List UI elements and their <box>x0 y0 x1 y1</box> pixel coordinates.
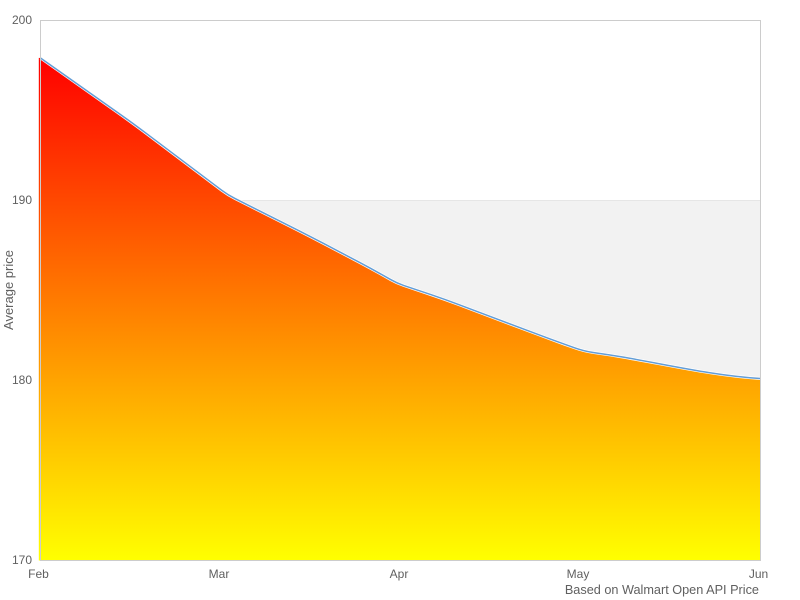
svg-text:May: May <box>567 567 590 581</box>
svg-text:180: 180 <box>12 373 32 387</box>
svg-text:Apr: Apr <box>390 567 409 581</box>
svg-text:190: 190 <box>12 193 32 207</box>
svg-text:Based on Walmart Open API Pric: Based on Walmart Open API Price <box>565 583 759 597</box>
svg-text:170: 170 <box>12 553 32 567</box>
svg-text:Average price: Average price <box>1 250 16 330</box>
svg-text:200: 200 <box>12 13 32 27</box>
svg-text:Feb: Feb <box>28 567 49 581</box>
svg-text:Jun: Jun <box>749 567 768 581</box>
svg-text:Mar: Mar <box>209 567 230 581</box>
